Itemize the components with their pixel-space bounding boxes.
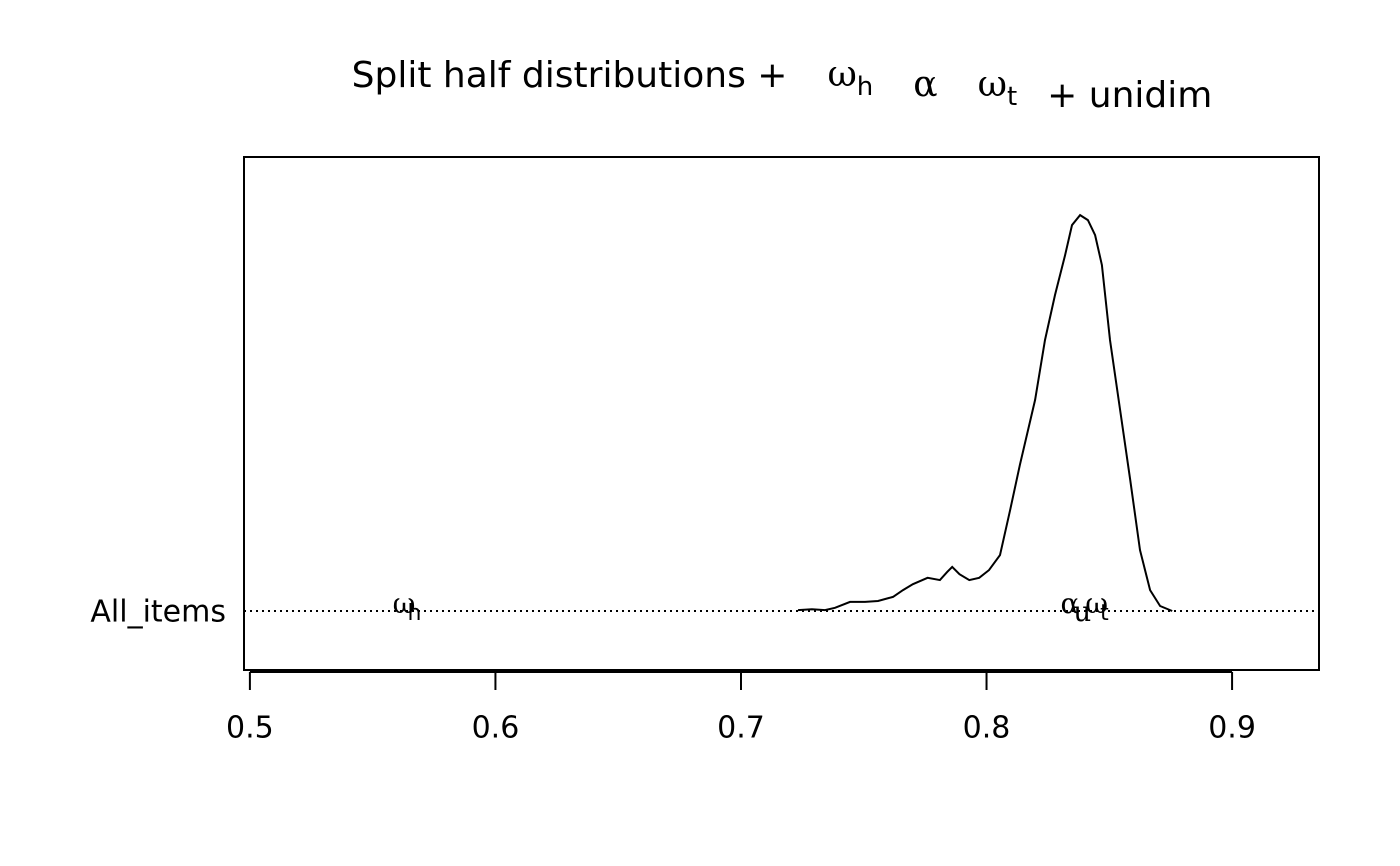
annotation-label: ω [393, 586, 416, 619]
x-tick-label: 0.7 [717, 711, 765, 746]
annotation-label: α [1061, 586, 1080, 619]
title-subscript: t [1007, 82, 1017, 112]
title-subscript: h [857, 72, 873, 102]
annotation: ωt [1085, 586, 1109, 626]
annotation-subscript: h [407, 601, 421, 626]
title-symbol: ω [827, 54, 856, 95]
title-text: + unidim [1047, 75, 1212, 116]
density-curve [797, 213, 1173, 612]
annotation-subscript: t [1100, 601, 1109, 626]
chart-title: Split half distributions + ωh α ωt + unidim [352, 54, 1213, 116]
annotation-label: u [1073, 594, 1091, 627]
plot-frame [243, 156, 1320, 671]
y-category-label: All_items [90, 594, 226, 629]
x-tick-label: 0.6 [472, 711, 520, 746]
x-tick-label: 0.5 [226, 711, 274, 746]
title-text: Split half distributions + [352, 55, 788, 96]
title-symbol: α [913, 64, 937, 105]
annotation: u [1073, 594, 1091, 627]
title-symbol: ω [978, 64, 1007, 105]
annotation-label: ω [1085, 586, 1108, 619]
x-tick-label: 0.9 [1208, 711, 1256, 746]
x-tick-label: 0.8 [963, 711, 1011, 746]
annotation: ωh [393, 586, 422, 626]
annotation: α [1061, 586, 1080, 619]
